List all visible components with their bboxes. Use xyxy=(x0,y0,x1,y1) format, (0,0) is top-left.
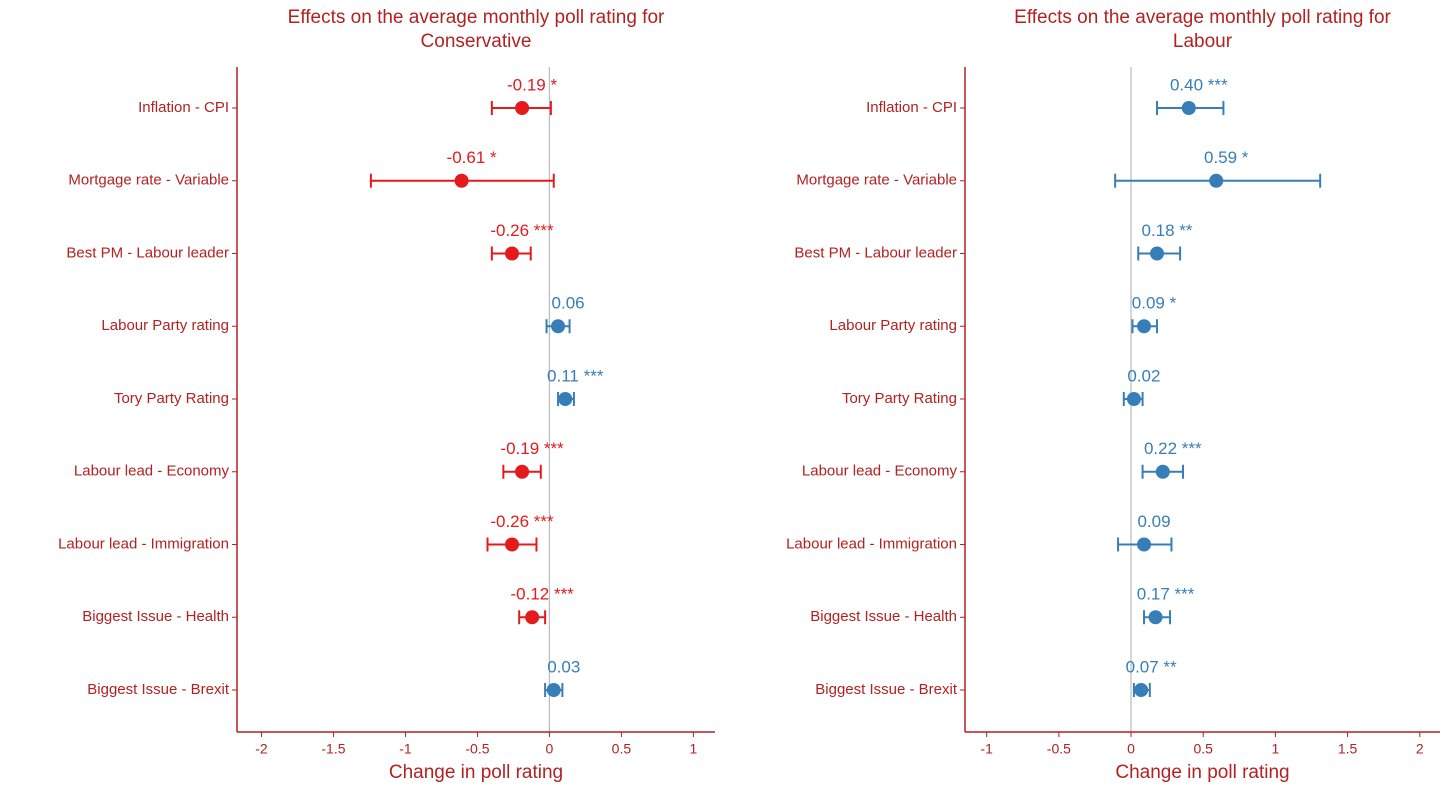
point xyxy=(1126,392,1141,406)
point xyxy=(1181,101,1196,115)
value-label: 0.03 xyxy=(547,657,580,676)
value-label: -0.12 *** xyxy=(510,585,574,604)
x-tick-label: 0.5 xyxy=(1193,741,1213,757)
point xyxy=(1155,464,1170,479)
value-label: 0.09 * xyxy=(1132,294,1177,313)
y-tick-label: Labour lead - Immigration xyxy=(58,535,229,552)
value-label: 0.11 *** xyxy=(547,366,604,385)
value-label: -0.26 *** xyxy=(490,221,554,240)
point xyxy=(525,610,540,625)
y-tick-label: Labour Party rating xyxy=(829,317,957,334)
x-tick-label: 1 xyxy=(690,741,698,757)
point xyxy=(515,101,530,115)
value-label: -0.19 * xyxy=(507,75,557,94)
x-tick-label: -0.5 xyxy=(1047,741,1071,757)
point xyxy=(1134,683,1149,697)
point xyxy=(515,464,530,479)
value-label: -0.19 *** xyxy=(500,439,564,458)
y-tick-label: Best PM - Labour leader xyxy=(66,244,229,261)
point xyxy=(454,173,469,188)
point xyxy=(1137,537,1152,552)
value-label: 0.02 xyxy=(1127,366,1160,385)
y-tick-label: Mortgage rate - Variable xyxy=(68,172,229,189)
y-tick-label: Biggest Issue - Brexit xyxy=(815,681,958,698)
y-tick-label: Labour lead - Economy xyxy=(74,463,230,480)
x-tick-label: -1 xyxy=(980,741,993,757)
chart-title: Effects on the average monthly poll rati… xyxy=(288,7,665,28)
x-tick-label: 1 xyxy=(1272,741,1280,757)
chart-title: Conservative xyxy=(421,31,532,52)
x-tick-label: -2 xyxy=(255,741,268,757)
point xyxy=(1209,173,1224,188)
point xyxy=(504,246,519,261)
value-label: 0.17 *** xyxy=(1137,585,1195,604)
point xyxy=(558,392,573,406)
y-tick-label: Labour Party rating xyxy=(101,317,229,334)
y-tick-label: Mortgage rate - Variable xyxy=(796,172,957,189)
y-tick-label: Best PM - Labour leader xyxy=(794,244,957,261)
x-tick-label: -1 xyxy=(399,741,412,757)
point xyxy=(1148,610,1163,625)
value-label: 0.18 ** xyxy=(1141,221,1192,240)
point xyxy=(1150,246,1165,261)
x-tick-label: 0 xyxy=(1127,741,1135,757)
x-tick-label: 0 xyxy=(546,741,554,757)
y-tick-label: Labour lead - Economy xyxy=(802,463,958,480)
point xyxy=(1137,319,1152,334)
y-tick-label: Biggest Issue - Health xyxy=(810,608,957,625)
value-label: -0.61 * xyxy=(447,148,497,167)
point xyxy=(546,683,561,697)
value-label: 0.59 * xyxy=(1204,148,1249,167)
chart-title: Labour xyxy=(1173,31,1233,52)
value-label: 0.22 *** xyxy=(1144,439,1202,458)
x-tick-label: 1.5 xyxy=(1338,741,1358,757)
point xyxy=(504,537,519,552)
x-axis-title: Change in poll rating xyxy=(1115,762,1289,783)
x-tick-label: -0.5 xyxy=(465,741,489,757)
value-label: 0.07 ** xyxy=(1126,657,1177,676)
y-tick-label: Biggest Issue - Brexit xyxy=(87,681,230,698)
y-tick-label: Tory Party Rating xyxy=(114,390,229,407)
x-tick-label: 0.5 xyxy=(612,741,632,757)
value-label: 0.40 *** xyxy=(1170,75,1228,94)
value-label: 0.09 xyxy=(1137,512,1170,531)
value-label: -0.26 *** xyxy=(490,512,554,531)
y-tick-label: Biggest Issue - Health xyxy=(82,608,229,625)
y-tick-label: Labour lead - Immigration xyxy=(786,535,957,552)
y-tick-label: Tory Party Rating xyxy=(842,390,957,407)
y-tick-label: Inflation - CPI xyxy=(138,99,229,116)
chart-title: Effects on the average monthly poll rati… xyxy=(1014,7,1391,28)
x-tick-label: 2 xyxy=(1416,741,1424,757)
point xyxy=(551,319,566,334)
x-tick-label: -1.5 xyxy=(321,741,345,757)
value-label: 0.06 xyxy=(552,294,585,313)
y-tick-label: Inflation - CPI xyxy=(866,99,957,116)
x-axis-title: Change in poll rating xyxy=(389,762,563,783)
